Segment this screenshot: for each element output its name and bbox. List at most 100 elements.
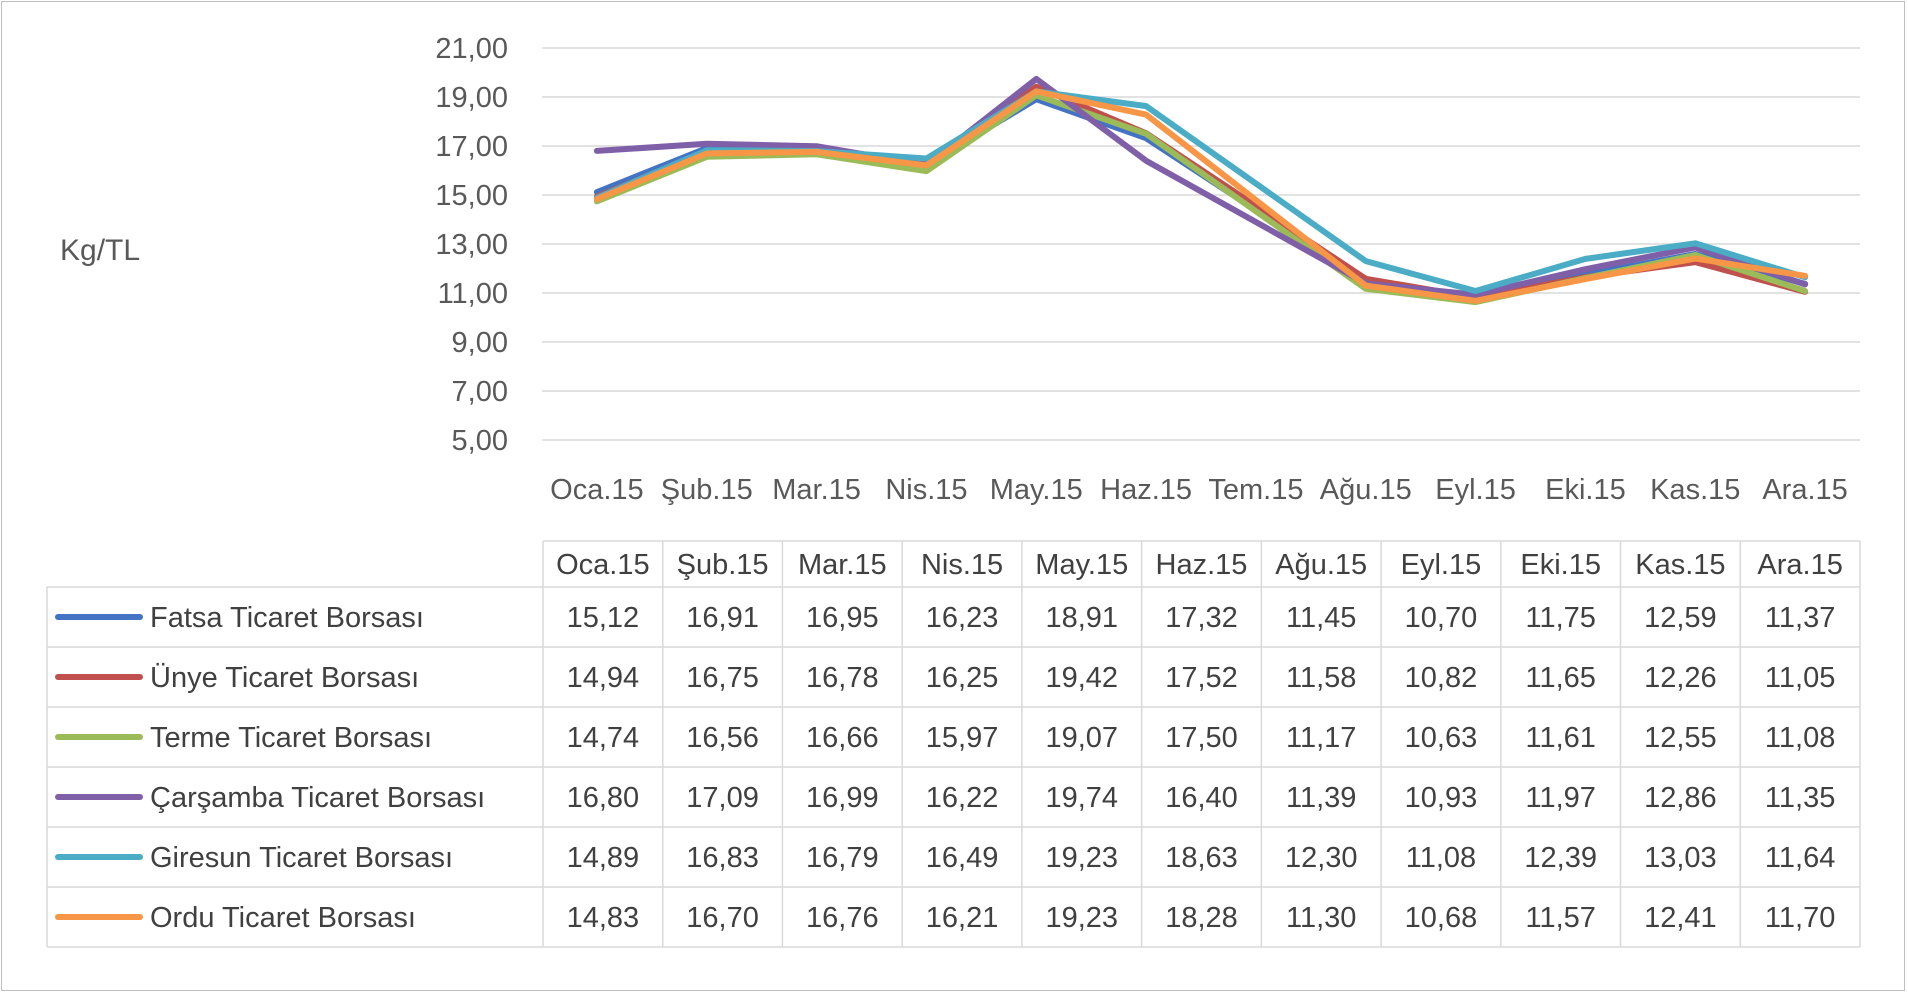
x-tick-label: Mar.15 bbox=[772, 474, 861, 506]
table-cell: 16,99 bbox=[806, 782, 879, 814]
table-header-cell: Şub.15 bbox=[677, 549, 769, 581]
table-cell: 10,93 bbox=[1405, 782, 1478, 814]
table-cell: 16,22 bbox=[926, 782, 999, 814]
y-tick-label: 11,00 bbox=[438, 278, 508, 310]
table-cell: 11,45 bbox=[1286, 602, 1356, 634]
x-tick-label: Ağu.15 bbox=[1320, 474, 1412, 506]
table-cell: 11,75 bbox=[1525, 602, 1595, 634]
table-cell: 15,12 bbox=[567, 602, 640, 634]
table-cell: 16,70 bbox=[686, 902, 759, 934]
table-cell: 19,42 bbox=[1045, 662, 1118, 694]
table-cell: 17,50 bbox=[1165, 722, 1238, 754]
table-cell: 12,55 bbox=[1644, 722, 1717, 754]
x-tick-label: Ara.15 bbox=[1762, 474, 1847, 506]
table-header-cell: Eki.15 bbox=[1520, 549, 1601, 581]
table-cell: 11,08 bbox=[1765, 722, 1835, 754]
table-header-cell: Nis.15 bbox=[921, 549, 1003, 581]
table-header-cell: Oca.15 bbox=[556, 549, 650, 581]
table-cell: 10,82 bbox=[1405, 662, 1478, 694]
table-header-cell: Ara.15 bbox=[1757, 549, 1842, 581]
legend-label: Ordu Ticaret Borsası bbox=[150, 902, 416, 934]
table-cell: 11,37 bbox=[1765, 602, 1835, 634]
table-cell: 11,05 bbox=[1765, 662, 1835, 694]
x-tick-label: Haz.15 bbox=[1100, 474, 1192, 506]
y-tick-label: 15,00 bbox=[435, 180, 508, 212]
x-tick-label: Eki.15 bbox=[1545, 474, 1626, 506]
table-cell: 16,75 bbox=[686, 662, 759, 694]
y-tick-label: 7,00 bbox=[452, 376, 508, 408]
table-cell: 14,89 bbox=[567, 842, 640, 874]
x-tick-label: Nis.15 bbox=[885, 474, 967, 506]
legend-label: Çarşamba Ticaret Borsası bbox=[150, 782, 485, 814]
table-cell: 10,63 bbox=[1405, 722, 1478, 754]
table-cell: 17,09 bbox=[686, 782, 759, 814]
table-cell: 16,21 bbox=[926, 902, 999, 934]
table-cell: 16,25 bbox=[926, 662, 999, 694]
table-header-cell: Eyl.15 bbox=[1401, 549, 1482, 581]
legend-label: Fatsa Ticaret Borsası bbox=[150, 602, 424, 634]
y-tick-label: 19,00 bbox=[435, 82, 508, 114]
y-tick-label: 9,00 bbox=[452, 327, 508, 359]
table-header-cell: Haz.15 bbox=[1156, 549, 1248, 581]
table-cell: 10,70 bbox=[1405, 602, 1478, 634]
table-cell: 16,79 bbox=[806, 842, 879, 874]
table-cell: 16,78 bbox=[806, 662, 879, 694]
table-cell: 16,40 bbox=[1165, 782, 1238, 814]
table-cell: 16,95 bbox=[806, 602, 879, 634]
table-cell: 11,30 bbox=[1286, 902, 1356, 934]
table-cell: 17,52 bbox=[1165, 662, 1238, 694]
x-tick-label: Eyl.15 bbox=[1435, 474, 1516, 506]
table-cell: 19,74 bbox=[1045, 782, 1118, 814]
table-cell: 11,17 bbox=[1286, 722, 1356, 754]
table-cell: 12,30 bbox=[1285, 842, 1358, 874]
table-cell: 19,23 bbox=[1045, 902, 1118, 934]
x-tick-label: Tem.15 bbox=[1208, 474, 1303, 506]
table-cell: 13,03 bbox=[1644, 842, 1717, 874]
table-cell: 12,59 bbox=[1644, 602, 1717, 634]
x-tick-label: Kas.15 bbox=[1650, 474, 1740, 506]
x-tick-label: Şub.15 bbox=[661, 474, 753, 506]
table-cell: 16,56 bbox=[686, 722, 759, 754]
table-cell: 16,66 bbox=[806, 722, 879, 754]
table-cell: 14,83 bbox=[567, 902, 640, 934]
legend-label: Terme Ticaret Borsası bbox=[150, 722, 432, 754]
table-cell: 18,28 bbox=[1165, 902, 1238, 934]
table-cell: 19,23 bbox=[1045, 842, 1118, 874]
y-tick-label: 21,00 bbox=[435, 33, 508, 65]
table-header-cell: Ağu.15 bbox=[1275, 549, 1367, 581]
table-cell: 18,63 bbox=[1165, 842, 1238, 874]
table-cell: 11,70 bbox=[1765, 902, 1835, 934]
series-line bbox=[593, 75, 1809, 298]
table-cell: 19,07 bbox=[1045, 722, 1118, 754]
table-cell: 16,76 bbox=[806, 902, 879, 934]
table-header-cell: Mar.15 bbox=[798, 549, 887, 581]
table-cell: 11,97 bbox=[1525, 782, 1595, 814]
y-axis-label: Kg/TL bbox=[60, 234, 140, 267]
table-cell: 17,32 bbox=[1165, 602, 1238, 634]
legend-label: Giresun Ticaret Borsası bbox=[150, 842, 453, 874]
table-cell: 11,08 bbox=[1406, 842, 1476, 874]
table-cell: 12,26 bbox=[1644, 662, 1717, 694]
table-cell: 16,91 bbox=[686, 602, 759, 634]
x-tick-label: May.15 bbox=[990, 474, 1083, 506]
table-cell: 14,94 bbox=[567, 662, 640, 694]
legend-label: Ünye Ticaret Borsası bbox=[150, 662, 419, 694]
table-header-cell: Kas.15 bbox=[1635, 549, 1725, 581]
y-tick-label: 5,00 bbox=[452, 425, 508, 457]
table-cell: 16,83 bbox=[686, 842, 759, 874]
table-cell: 11,61 bbox=[1525, 722, 1595, 754]
table-cell: 11,58 bbox=[1286, 662, 1356, 694]
table-cell: 11,39 bbox=[1286, 782, 1356, 814]
series-line bbox=[593, 88, 1809, 304]
table-header-cell: May.15 bbox=[1035, 549, 1128, 581]
table-cell: 12,39 bbox=[1524, 842, 1597, 874]
table-cell: 12,86 bbox=[1644, 782, 1717, 814]
table-cell: 16,23 bbox=[926, 602, 999, 634]
table-cell: 12,41 bbox=[1644, 902, 1717, 934]
table-cell: 11,35 bbox=[1765, 782, 1835, 814]
table-cell: 16,49 bbox=[926, 842, 999, 874]
x-tick-label: Oca.15 bbox=[550, 474, 644, 506]
table-cell: 11,65 bbox=[1525, 662, 1595, 694]
